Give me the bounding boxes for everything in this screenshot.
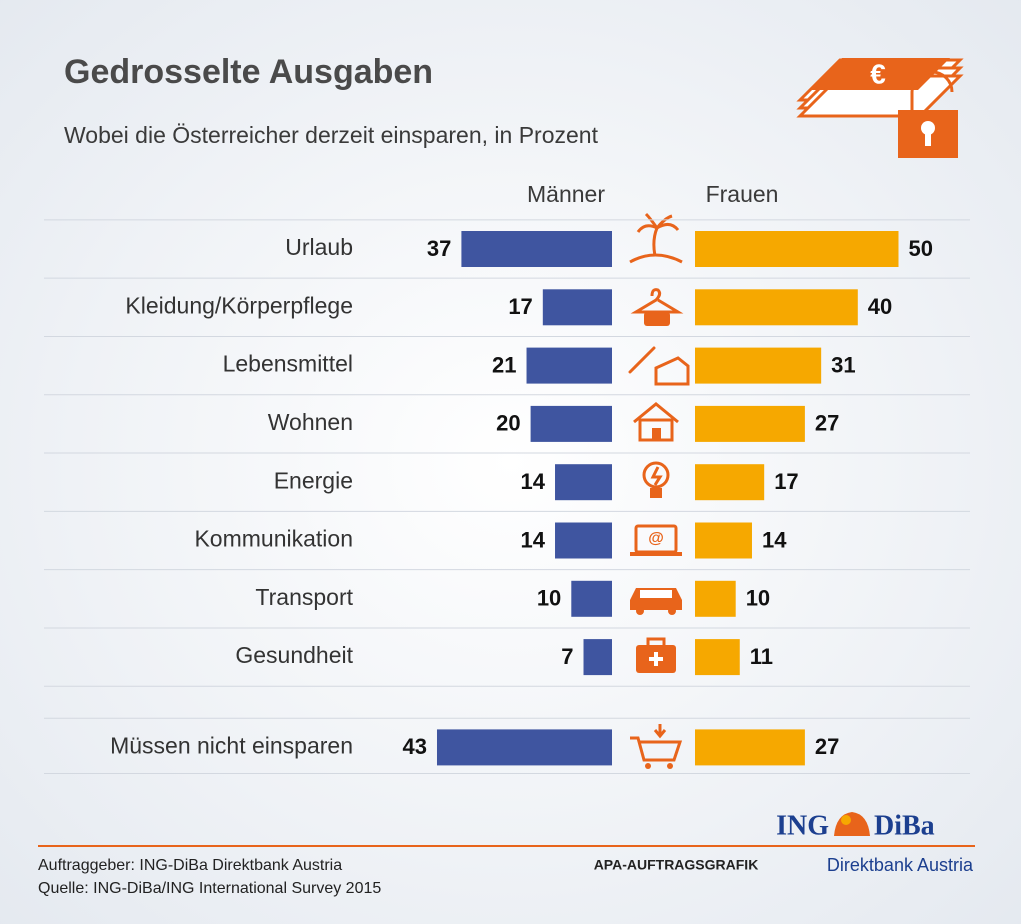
footer-client: Auftraggeber: ING-DiBa Direktbank Austri… (38, 857, 342, 874)
footer-source: Quelle: ING-DiBa/ING International Surve… (38, 880, 381, 897)
money-icon: € (796, 58, 964, 158)
bar (695, 580, 736, 617)
icon-food (628, 346, 690, 386)
svg-text:€: € (870, 58, 886, 89)
value-label: 14 (521, 469, 546, 494)
legend-label: Männer (527, 181, 605, 207)
value-label: 31 (831, 352, 855, 377)
category-label: Energie (274, 467, 353, 493)
value-label: 50 (909, 236, 933, 261)
svg-text:@: @ (648, 530, 664, 547)
value-label: 37 (427, 236, 451, 261)
icon-cart (630, 724, 683, 769)
bar (571, 580, 612, 617)
icon-house (633, 402, 679, 442)
icon-medkit (636, 637, 676, 673)
icon-hanger (630, 288, 684, 326)
legend-label: Frauen (706, 181, 779, 207)
bar (695, 347, 822, 384)
value-label: 14 (521, 527, 546, 552)
value-label: 27 (815, 734, 839, 759)
bar (461, 231, 612, 267)
icon-car (630, 588, 682, 615)
value-label: 17 (774, 469, 798, 494)
category-label: Transport (255, 584, 353, 610)
bar (436, 729, 612, 766)
bar (542, 289, 612, 326)
logo-lion (834, 812, 870, 836)
chart-title: Gedrosselte Ausgaben (64, 53, 433, 91)
icon-palm (629, 212, 683, 264)
value-label: 20 (496, 411, 520, 436)
bar (530, 405, 612, 442)
value-label: 14 (762, 527, 787, 552)
icon-laptop: @ (630, 524, 682, 556)
logo-diba: DiBa (874, 810, 935, 841)
bar (555, 464, 612, 501)
logo-tagline: Direktbank Austria (827, 855, 974, 875)
chart-subtitle: Wobei die Österreicher derzeit einsparen… (64, 122, 599, 148)
category-label: Müssen nicht einsparen (110, 732, 353, 758)
bar (695, 464, 765, 501)
bar (695, 231, 899, 267)
category-label: Wohnen (268, 409, 353, 435)
logo-ing: ING (776, 810, 829, 841)
bar (555, 522, 612, 559)
category-label: Kommunikation (194, 526, 353, 552)
value-label: 7 (561, 644, 573, 669)
bar (695, 405, 805, 442)
value-label: 11 (750, 644, 773, 669)
bar (695, 289, 858, 326)
value-label: 27 (815, 411, 839, 436)
category-label: Lebensmittel (223, 351, 353, 377)
value-label: 10 (537, 586, 561, 611)
footer-credit: APA-AUFTRAGSGRAFIK (594, 857, 759, 873)
bar (695, 639, 740, 676)
value-label: 10 (746, 586, 770, 611)
category-label: Gesundheit (235, 642, 353, 668)
bar (583, 639, 612, 676)
value-label: 43 (403, 734, 427, 759)
bar (695, 729, 805, 766)
category-label: Urlaub (285, 234, 353, 260)
category-label: Kleidung/Körperpflege (125, 292, 353, 318)
value-label: 21 (492, 352, 516, 377)
bar (695, 522, 752, 559)
value-label: 17 (508, 294, 532, 319)
icon-bulb (642, 461, 670, 498)
value-label: 40 (868, 294, 892, 319)
bar (526, 347, 612, 384)
